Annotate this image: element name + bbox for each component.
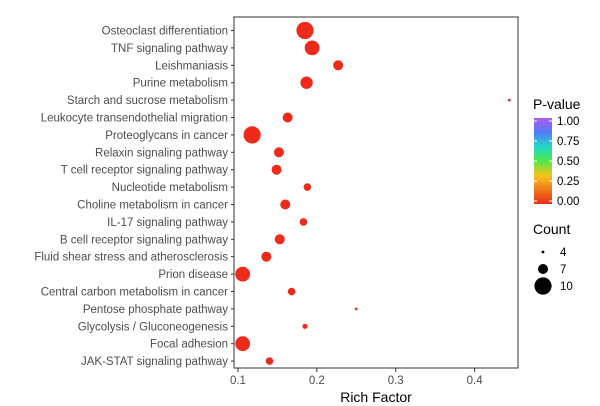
data-point — [273, 147, 284, 158]
y-tick-label: T cell receptor signaling pathway — [61, 165, 229, 177]
category-labels: Osteoclast differentiation TNF signaling … — [34, 26, 234, 368]
colorbar-tick-label: 0.00 — [557, 196, 579, 208]
y-tick-label: Starch and sucrose metabolism — [67, 95, 228, 107]
data-point — [235, 336, 251, 352]
plot-panel — [233, 16, 519, 369]
y-tick-label: Choline metabolism in cancer — [77, 200, 228, 212]
data-point — [354, 307, 358, 311]
data-point — [304, 40, 320, 56]
data-point — [303, 183, 312, 191]
count-legend-dot — [534, 277, 552, 295]
count-legend-title: Count — [533, 221, 570, 237]
y-tick-label: Pentose phosphate pathway — [83, 304, 228, 316]
y-tick-label: Proteoglycans in cancer — [105, 130, 228, 142]
y-tick-label: Focal adhesion — [150, 339, 228, 351]
y-tick-label: Central carbon metabolism in cancer — [41, 287, 228, 299]
x-tick-label: 0.2 — [309, 375, 325, 387]
data-point — [265, 357, 274, 365]
data-point — [333, 60, 344, 71]
y-tick-label: Fluid shear stress and atherosclerosis — [34, 252, 228, 264]
data-point — [287, 287, 296, 296]
y-tick-label: Nucleotide metabolism — [112, 182, 228, 194]
data-point — [261, 251, 272, 262]
y-tick-label: Osteoclast differentiation — [102, 26, 228, 38]
x-axis: 0.1 0.2 0.3 0.4 — [230, 368, 483, 387]
colorbar-tick-label: 0.75 — [557, 136, 579, 148]
pvalue-legend: P-value 1.00 0.75 0.50 0.25 0.00 — [533, 96, 581, 208]
data-point — [302, 323, 308, 329]
pvalue-colorbar — [534, 118, 552, 204]
data-point — [296, 21, 314, 40]
data-point — [280, 199, 291, 210]
data-point — [299, 218, 308, 226]
x-tick-label: 0.4 — [467, 375, 484, 387]
y-tick-label: JAK-STAT signaling pathway — [81, 356, 228, 368]
x-axis-title: Rich Factor — [340, 389, 412, 405]
data-point — [235, 266, 251, 282]
count-legend-dot — [538, 264, 548, 274]
data-point — [243, 126, 261, 144]
y-tick-label: Leishmaniasis — [155, 60, 228, 72]
x-tick-label: 0.3 — [388, 375, 404, 387]
y-tick-label: Relaxin signaling pathway — [95, 147, 228, 159]
data-point — [271, 164, 282, 175]
y-tick-label: Glycolysis / Gluconeogenesis — [78, 321, 228, 333]
y-tick-label: IL-17 signaling pathway — [107, 217, 228, 229]
data-point — [282, 112, 293, 123]
colorbar-tick-label: 0.50 — [557, 156, 579, 168]
pvalue-legend-title: P-value — [533, 96, 581, 112]
y-tick-label: Purine metabolism — [133, 78, 228, 90]
y-tick-label: TNF signaling pathway — [111, 43, 228, 55]
points-layer — [235, 21, 511, 365]
count-legend-dot — [541, 250, 545, 254]
data-point — [300, 76, 313, 89]
y-tick-label: Prion disease — [158, 269, 228, 281]
colorbar-tick-label: 1.00 — [557, 116, 579, 128]
data-point — [274, 234, 285, 245]
count-legend-label: 7 — [560, 264, 566, 276]
y-tick-label: Leukocyte transendothelial migration — [41, 113, 228, 125]
count-legend-label: 4 — [560, 247, 567, 259]
colorbar-tick-label: 0.25 — [557, 176, 579, 188]
count-legend: Count 4 7 10 — [533, 221, 573, 295]
data-point — [507, 98, 511, 102]
y-tick-label: B cell receptor signaling pathway — [60, 234, 228, 246]
x-tick-label: 0.1 — [230, 375, 246, 387]
count-legend-label: 10 — [560, 281, 573, 293]
